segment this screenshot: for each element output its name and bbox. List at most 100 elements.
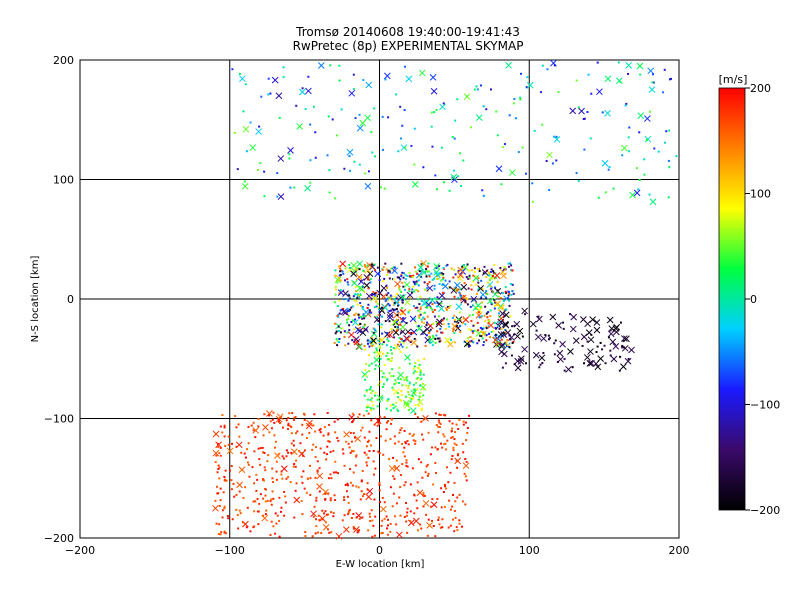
data-point-dot — [285, 477, 288, 480]
data-point-dot — [327, 528, 330, 531]
data-point-dot — [490, 302, 493, 305]
data-point-dot — [378, 313, 381, 316]
data-point-dot — [368, 512, 371, 515]
data-point-dot — [512, 292, 515, 295]
data-point-dot — [447, 526, 450, 529]
data-point-dot — [645, 138, 648, 141]
data-point-cross — [606, 316, 614, 324]
x-tick-label: 200 — [669, 544, 690, 557]
data-point-dot — [491, 275, 494, 278]
data-point-dot — [277, 453, 280, 456]
data-point-dot — [618, 369, 621, 372]
data-point-dot — [381, 396, 384, 399]
data-point-dot — [242, 521, 245, 524]
data-point-cross — [433, 269, 440, 276]
data-point-dot — [374, 391, 377, 394]
data-point-dot — [341, 448, 344, 451]
data-point-cross — [504, 329, 512, 336]
data-point-dot — [471, 313, 474, 316]
data-point-dot — [269, 533, 272, 536]
data-point-dot — [356, 303, 359, 306]
data-point-dot — [366, 464, 369, 467]
data-point-dot — [343, 496, 346, 499]
data-point-dot — [370, 509, 373, 512]
data-point-dot — [365, 461, 368, 464]
data-point-dot — [338, 292, 341, 295]
data-point-dot — [554, 339, 557, 342]
data-point-dot — [637, 188, 640, 191]
data-point-dot — [264, 469, 267, 472]
data-point-dot — [328, 531, 331, 534]
data-point-dot — [289, 186, 292, 189]
data-point-cross — [386, 314, 394, 321]
data-point-dot — [294, 415, 297, 418]
data-point-dot — [360, 490, 363, 493]
data-point-dot — [346, 310, 349, 313]
data-point-dot — [450, 458, 453, 461]
data-point-dot — [316, 469, 319, 472]
data-point-dot — [214, 499, 217, 502]
data-point-dot — [586, 111, 589, 114]
data-point-dot — [386, 297, 389, 300]
data-point-dot — [327, 477, 330, 480]
data-point-dot — [494, 301, 497, 304]
data-point-dot — [376, 424, 379, 427]
data-point-dot — [477, 287, 480, 290]
data-point-dot — [447, 286, 450, 289]
data-point-dot — [434, 337, 437, 340]
data-point-dot — [477, 277, 480, 280]
data-point-dot — [282, 66, 285, 69]
data-point-dot — [262, 434, 265, 437]
data-point-dot — [453, 318, 456, 321]
data-point-dot — [352, 73, 355, 76]
data-point-dot — [624, 104, 627, 107]
data-point-dot — [423, 494, 426, 497]
data-point-dot — [419, 373, 422, 376]
data-point-dot — [430, 125, 433, 128]
data-point-dot — [416, 388, 419, 391]
data-point-dot — [368, 311, 371, 314]
data-point-dot — [353, 293, 356, 296]
data-point-dot — [400, 394, 403, 397]
data-point-dot — [663, 141, 666, 144]
data-point-dot — [339, 273, 342, 276]
data-point-dot — [227, 517, 230, 520]
data-point-dot — [304, 535, 307, 538]
data-point-dot — [263, 466, 266, 469]
data-point-dot — [347, 501, 350, 504]
data-point-dot — [378, 351, 381, 354]
data-point-dot — [421, 476, 424, 479]
data-point-dot — [366, 339, 369, 342]
data-point-dot — [408, 432, 411, 435]
data-point-dot — [410, 397, 413, 400]
data-point-cross — [593, 319, 601, 326]
data-point-dot — [511, 290, 514, 293]
data-point-dot — [494, 277, 497, 280]
data-point-dot — [255, 489, 258, 492]
data-point-dot — [346, 331, 349, 334]
data-point-cross — [587, 348, 594, 355]
data-point-dot — [258, 458, 261, 461]
data-point-dot — [393, 336, 396, 339]
data-point-dot — [496, 304, 499, 307]
data-point-dot — [273, 421, 276, 424]
data-point-dot — [335, 134, 338, 137]
data-point-dot — [373, 327, 376, 330]
data-point-dot — [289, 481, 292, 484]
data-point-dot — [378, 400, 381, 403]
data-point-dot — [457, 427, 460, 430]
data-point-dot — [398, 496, 401, 499]
data-point-dot — [519, 98, 522, 101]
data-point-dot — [627, 357, 630, 360]
data-point-dot — [444, 279, 447, 282]
data-point-dot — [388, 320, 391, 323]
data-point-dot — [384, 320, 387, 323]
data-point-dot — [259, 493, 262, 496]
data-point-dot — [490, 88, 493, 91]
data-point-dot — [426, 321, 429, 324]
data-point-dot — [221, 516, 224, 519]
data-point-dot — [221, 509, 224, 512]
x-axis-ticks: −200 −100 0 100 200 — [65, 544, 690, 557]
data-point-dot — [415, 282, 418, 285]
data-point-dot — [373, 263, 376, 266]
